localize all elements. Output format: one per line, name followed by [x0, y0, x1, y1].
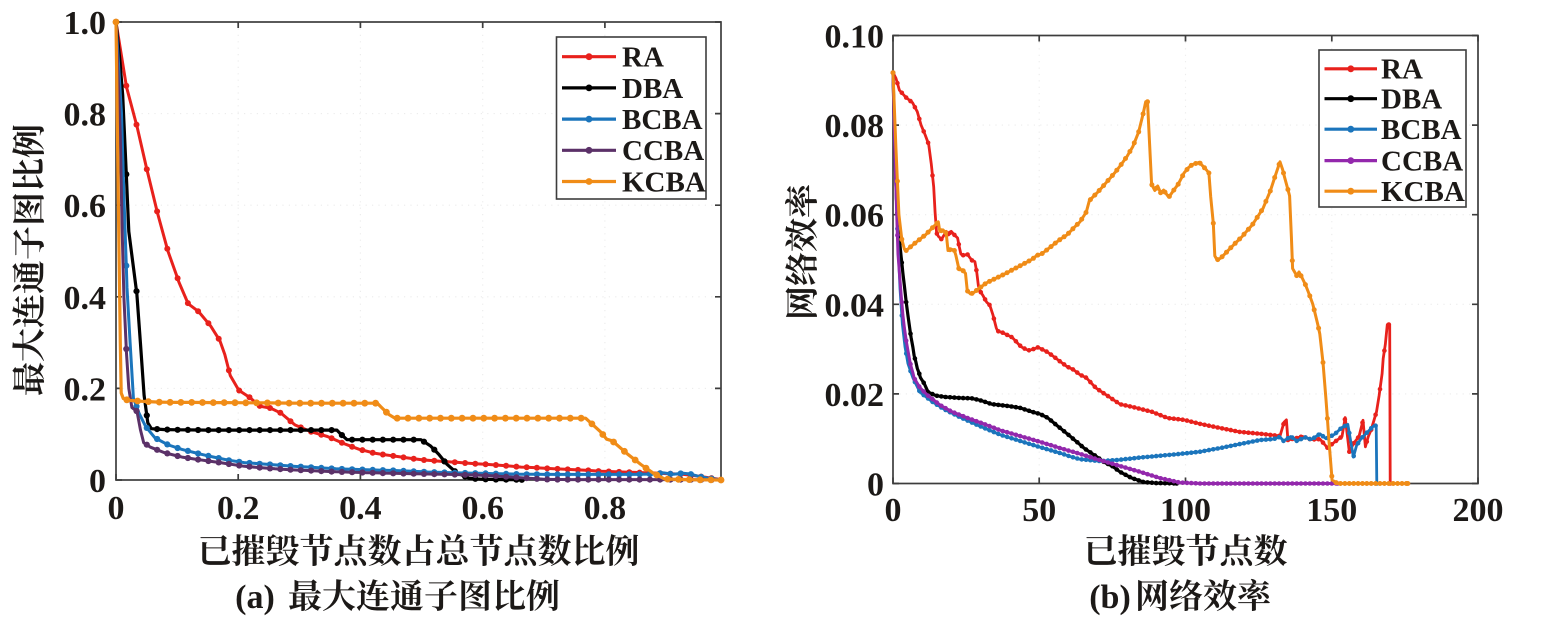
svg-text:0: 0 — [867, 467, 884, 504]
svg-text:BCBA: BCBA — [622, 104, 703, 136]
svg-text:RA: RA — [622, 42, 664, 74]
svg-text:0.4: 0.4 — [64, 280, 107, 317]
svg-text:0.6: 0.6 — [64, 188, 107, 225]
svg-text:(b): (b) — [1089, 579, 1131, 616]
svg-text:0.8: 0.8 — [584, 490, 627, 527]
svg-text:RA: RA — [1381, 54, 1423, 86]
svg-text:0.2: 0.2 — [217, 490, 260, 527]
svg-text:0.2: 0.2 — [64, 371, 107, 408]
svg-text:KCBA: KCBA — [622, 166, 706, 198]
svg-text:0.06: 0.06 — [825, 198, 885, 235]
svg-text:0.02: 0.02 — [825, 377, 885, 414]
svg-text:0: 0 — [89, 463, 106, 500]
svg-text:KCBA: KCBA — [1381, 176, 1465, 208]
svg-text:50: 50 — [1022, 492, 1056, 529]
svg-text:CCBA: CCBA — [1381, 146, 1463, 178]
svg-text:0.8: 0.8 — [64, 97, 107, 134]
svg-text:150: 150 — [1306, 492, 1357, 529]
svg-text:0.10: 0.10 — [825, 19, 885, 56]
svg-text:0.08: 0.08 — [825, 108, 885, 145]
svg-text:200: 200 — [1453, 492, 1504, 529]
svg-text:DBA: DBA — [1381, 84, 1442, 116]
svg-text:0: 0 — [108, 490, 125, 527]
svg-text:DBA: DBA — [622, 73, 683, 105]
svg-text:100: 100 — [1160, 492, 1211, 529]
svg-text:BCBA: BCBA — [1381, 114, 1462, 146]
svg-text:0.04: 0.04 — [825, 287, 885, 324]
svg-text:0: 0 — [885, 492, 902, 529]
svg-text:0.4: 0.4 — [339, 490, 382, 527]
svg-text:(a): (a) — [235, 579, 275, 616]
svg-text:1.0: 1.0 — [64, 5, 107, 42]
svg-text:0.6: 0.6 — [461, 490, 504, 527]
svg-text:CCBA: CCBA — [622, 135, 704, 167]
